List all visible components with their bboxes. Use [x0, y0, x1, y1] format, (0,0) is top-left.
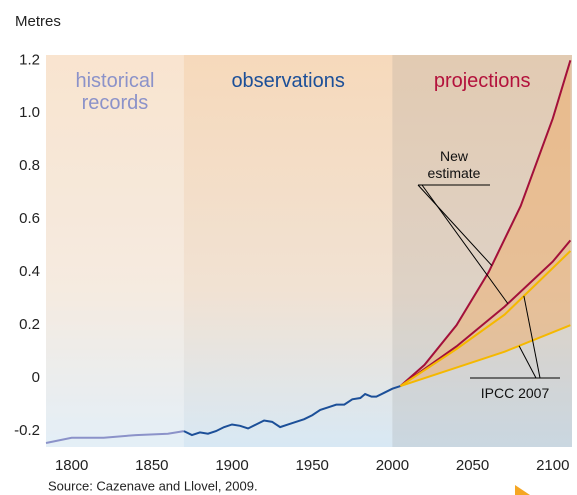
- y-axis-label: Metres: [15, 13, 61, 30]
- data-line: [183, 385, 401, 437]
- y-tick-label: 1.2: [19, 51, 40, 68]
- region-band: [392, 55, 572, 447]
- y-tick-label: 0.6: [19, 210, 40, 227]
- x-tick-label: 1900: [215, 457, 248, 474]
- y-tick-label: 0.8: [19, 157, 40, 174]
- y-tick-label: 1.0: [19, 104, 40, 121]
- projection-fan: [400, 60, 571, 387]
- data-line: [45, 430, 185, 445]
- region-label: projections: [433, 70, 531, 92]
- data-line: [400, 324, 571, 388]
- leader: [421, 184, 509, 304]
- x-tick-label: 1950: [296, 457, 329, 474]
- region-label: observations: [231, 70, 345, 92]
- y-tick-label: 0.2: [19, 316, 40, 333]
- data-line: [399, 250, 572, 387]
- y-tick-label: 0: [32, 369, 40, 386]
- x-tick-label: 1850: [135, 457, 168, 474]
- corner-marker: [515, 485, 530, 495]
- x-tick-label: 2000: [376, 457, 409, 474]
- region-band: [46, 55, 184, 447]
- x-tick-label: 1800: [55, 457, 88, 474]
- plot-background: [46, 55, 572, 447]
- y-tick-label: 0.4: [19, 263, 40, 280]
- data-line: [399, 239, 572, 387]
- data-line: [399, 60, 572, 387]
- annotation: New estimate: [427, 148, 481, 181]
- leader: [518, 345, 537, 379]
- source: Source: Cazenave and Llovel, 2009.: [48, 478, 258, 493]
- y-tick-label: -0.2: [14, 422, 40, 439]
- leader: [417, 184, 493, 266]
- x-tick-label: 2100: [536, 457, 569, 474]
- leader: [523, 295, 541, 379]
- x-tick-label: 2050: [456, 457, 489, 474]
- region-label: historical records: [75, 70, 155, 114]
- annotation: IPCC 2007: [480, 385, 550, 401]
